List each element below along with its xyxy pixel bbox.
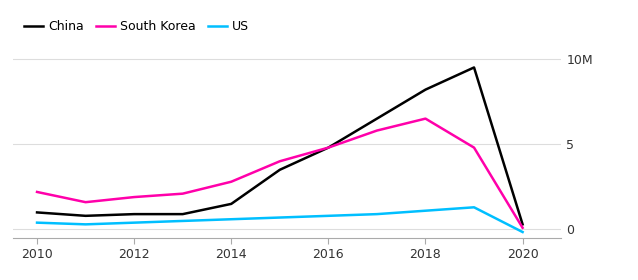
South Korea bbox=[82, 200, 89, 204]
China bbox=[373, 117, 381, 120]
South Korea bbox=[276, 160, 284, 163]
US bbox=[470, 206, 478, 209]
China bbox=[519, 223, 526, 226]
South Korea bbox=[373, 129, 381, 132]
Line: US: US bbox=[37, 207, 523, 232]
South Korea bbox=[422, 117, 429, 120]
US bbox=[325, 214, 332, 218]
US bbox=[519, 230, 526, 234]
China bbox=[276, 168, 284, 171]
South Korea bbox=[33, 190, 41, 194]
South Korea bbox=[179, 192, 186, 195]
China bbox=[470, 66, 478, 69]
Line: South Korea: South Korea bbox=[37, 119, 523, 228]
US bbox=[373, 213, 381, 216]
Line: China: China bbox=[37, 67, 523, 224]
China bbox=[33, 211, 41, 214]
US bbox=[227, 218, 235, 221]
Legend: China, South Korea, US: China, South Korea, US bbox=[19, 15, 254, 38]
South Korea bbox=[519, 226, 526, 229]
China bbox=[82, 214, 89, 218]
US bbox=[422, 209, 429, 213]
South Korea bbox=[470, 146, 478, 149]
China bbox=[179, 213, 186, 216]
US bbox=[33, 221, 41, 224]
US bbox=[82, 223, 89, 226]
South Korea bbox=[130, 195, 138, 199]
China bbox=[227, 202, 235, 206]
US bbox=[130, 221, 138, 224]
South Korea bbox=[325, 146, 332, 149]
China bbox=[325, 146, 332, 149]
US bbox=[276, 216, 284, 219]
China bbox=[130, 213, 138, 216]
US bbox=[179, 219, 186, 223]
South Korea bbox=[227, 180, 235, 183]
China bbox=[422, 88, 429, 91]
